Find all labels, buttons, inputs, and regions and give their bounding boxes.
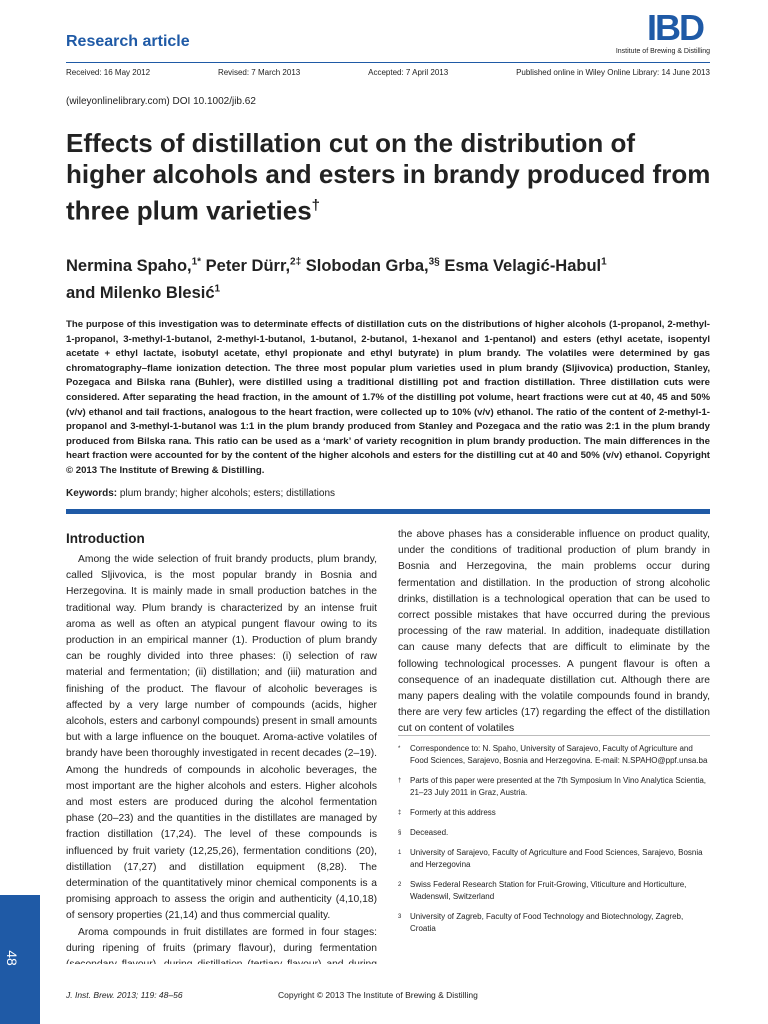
author-affiliation: 1 bbox=[214, 283, 221, 295]
rule bbox=[398, 735, 710, 736]
keywords: Keywords: plum brandy; higher alcohols; … bbox=[66, 488, 335, 499]
footnote-mark: ‡ bbox=[398, 810, 402, 816]
authors: Nermina Spaho,1* Peter Dürr,2‡ Slobodan … bbox=[66, 250, 716, 305]
footnote-mark: 1 bbox=[398, 850, 402, 856]
title-mark: † bbox=[311, 197, 320, 214]
footnote: 2 Swiss Federal Research Station for Frui… bbox=[398, 879, 710, 903]
date: Revised: 7 March 2013 bbox=[217, 68, 301, 77]
keywords-label: Keywords: bbox=[66, 488, 118, 499]
author: Esma Velagić-Habul1 bbox=[444, 256, 607, 275]
footnote-text: Swiss Federal Research Station for Fruit… bbox=[410, 880, 687, 901]
rule bbox=[66, 62, 710, 63]
author: Nermina Spaho,1* bbox=[66, 256, 202, 275]
logo-caption: Institute of Brewing & Distilling bbox=[615, 48, 710, 55]
footnote: 1 University of Sarajevo, Faculty of Agri… bbox=[398, 847, 710, 871]
footnote-text: Parts of this paper were presented at th… bbox=[410, 776, 707, 797]
author-affiliation: 1 bbox=[601, 256, 607, 267]
logo-mark: IBD bbox=[647, 7, 705, 48]
footnote: † Parts of this paper were presented at t… bbox=[398, 775, 710, 799]
footnote: § Deceased. bbox=[398, 827, 710, 839]
date: Received: 16 May 2012 bbox=[66, 68, 151, 77]
footnote-mark: 2 bbox=[398, 882, 402, 888]
author: Peter Dürr,2‡ bbox=[205, 256, 302, 275]
section-label: Research article bbox=[66, 33, 190, 50]
footnote-text: Correspondence to: N. Spaho, University … bbox=[410, 744, 708, 765]
footnote-text: Deceased. bbox=[410, 828, 449, 837]
footnote-mark: 3 bbox=[398, 914, 402, 920]
footnote: * Correspondence to: N. Spaho, University… bbox=[398, 743, 710, 767]
author-name: and Milenko Blesić bbox=[66, 284, 215, 302]
dates: Received: 16 May 2012 Revised: 7 March 20… bbox=[66, 68, 710, 77]
footnote-mark: † bbox=[398, 778, 402, 784]
footnote-mark: § bbox=[398, 830, 402, 836]
author-name: Nermina Spaho, bbox=[66, 256, 192, 275]
page-number: 48 bbox=[3, 950, 20, 966]
footnote-text: University of Zagreb, Faculty of Food Te… bbox=[410, 912, 684, 933]
author: Slobodan Grba,3§ bbox=[305, 256, 440, 275]
author-name: Esma Velagić-Habul bbox=[444, 256, 602, 275]
citation: J. Inst. Brew. 2013; 119: 48–56 bbox=[66, 990, 183, 1000]
column-left: Among the wide selection of fruit brandy… bbox=[66, 552, 377, 964]
footnote-text: University of Sarajevo, Faculty of Agric… bbox=[410, 848, 703, 869]
author-name: Slobodan Grba, bbox=[305, 256, 429, 275]
doi: (wileyonlinelibrary.com) DOI 10.1002/jib… bbox=[66, 96, 256, 107]
rule bbox=[66, 509, 710, 514]
date: Accepted: 7 April 2013 bbox=[368, 68, 449, 77]
author-affiliation: 3§ bbox=[428, 256, 440, 267]
section-heading: Introduction bbox=[66, 531, 145, 546]
abstract: The purpose of this investigation was to… bbox=[66, 319, 710, 476]
footnotes: * Correspondence to: N. Spaho, University… bbox=[398, 743, 710, 943]
title: Effects of distillation cut on the distr… bbox=[66, 128, 716, 227]
author-affiliation: 1* bbox=[191, 256, 202, 267]
column-right: the above phases has a considerable infl… bbox=[398, 527, 710, 738]
footnote: ‡ Formerly at this address bbox=[398, 807, 710, 819]
copyright: Copyright © 2013 The Institute of Brewin… bbox=[278, 990, 478, 1000]
paragraph: Aroma compounds in fruit distillates are… bbox=[66, 926, 377, 964]
footnote-mark: * bbox=[398, 746, 401, 752]
paragraph: Among the wide selection of fruit brandy… bbox=[66, 554, 377, 922]
footnote-text: Formerly at this address bbox=[410, 808, 496, 817]
logo: IBD Institute of Brewing & Distilling bbox=[616, 7, 710, 56]
author-affiliation: 2‡ bbox=[290, 256, 302, 267]
author-name: Peter Dürr, bbox=[205, 256, 291, 275]
page-tab bbox=[0, 895, 40, 1024]
title-text: Effects of distillation cut on the distr… bbox=[66, 128, 711, 226]
footnote: 3 University of Zagreb, Faculty of Food T… bbox=[398, 911, 710, 935]
paragraph: the above phases has a considerable infl… bbox=[398, 529, 710, 735]
keywords-text: plum brandy; higher alcohols; esters; di… bbox=[119, 488, 336, 499]
author: and Milenko Blesić1 bbox=[66, 283, 221, 303]
date: Published online in Wiley Online Library… bbox=[516, 68, 710, 77]
